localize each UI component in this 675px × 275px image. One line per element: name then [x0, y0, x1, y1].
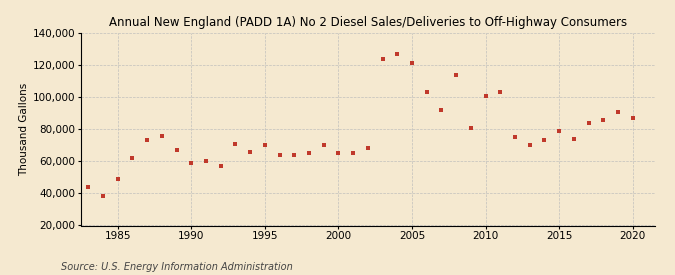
Point — [127, 156, 138, 160]
Text: Source: U.S. Energy Information Administration: Source: U.S. Energy Information Administ… — [61, 262, 292, 272]
Point — [421, 90, 432, 95]
Point — [362, 146, 373, 151]
Point — [392, 52, 403, 56]
Point — [200, 159, 211, 164]
Point — [304, 151, 315, 155]
Point — [259, 143, 270, 147]
Point — [98, 194, 109, 198]
Point — [333, 151, 344, 155]
Point — [171, 148, 182, 152]
Point — [598, 117, 609, 122]
Y-axis label: Thousand Gallons: Thousand Gallons — [19, 82, 28, 176]
Point — [142, 138, 153, 143]
Point — [613, 109, 624, 114]
Point — [524, 143, 535, 147]
Point — [539, 138, 550, 143]
Point — [627, 116, 638, 120]
Point — [377, 56, 388, 61]
Point — [568, 137, 579, 141]
Point — [230, 141, 241, 146]
Point — [186, 161, 196, 165]
Point — [289, 153, 300, 157]
Point — [406, 61, 417, 66]
Point — [466, 125, 477, 130]
Point — [554, 129, 564, 133]
Point — [83, 185, 94, 189]
Point — [451, 73, 462, 77]
Title: Annual New England (PADD 1A) No 2 Diesel Sales/Deliveries to Off-Highway Consume: Annual New England (PADD 1A) No 2 Diesel… — [109, 16, 627, 29]
Point — [157, 133, 167, 138]
Point — [274, 153, 285, 157]
Point — [348, 151, 358, 155]
Point — [112, 177, 123, 181]
Point — [495, 90, 506, 95]
Point — [583, 121, 594, 125]
Point — [215, 164, 226, 168]
Point — [319, 143, 329, 147]
Point — [510, 135, 520, 139]
Point — [480, 93, 491, 98]
Point — [245, 150, 256, 154]
Point — [436, 108, 447, 112]
